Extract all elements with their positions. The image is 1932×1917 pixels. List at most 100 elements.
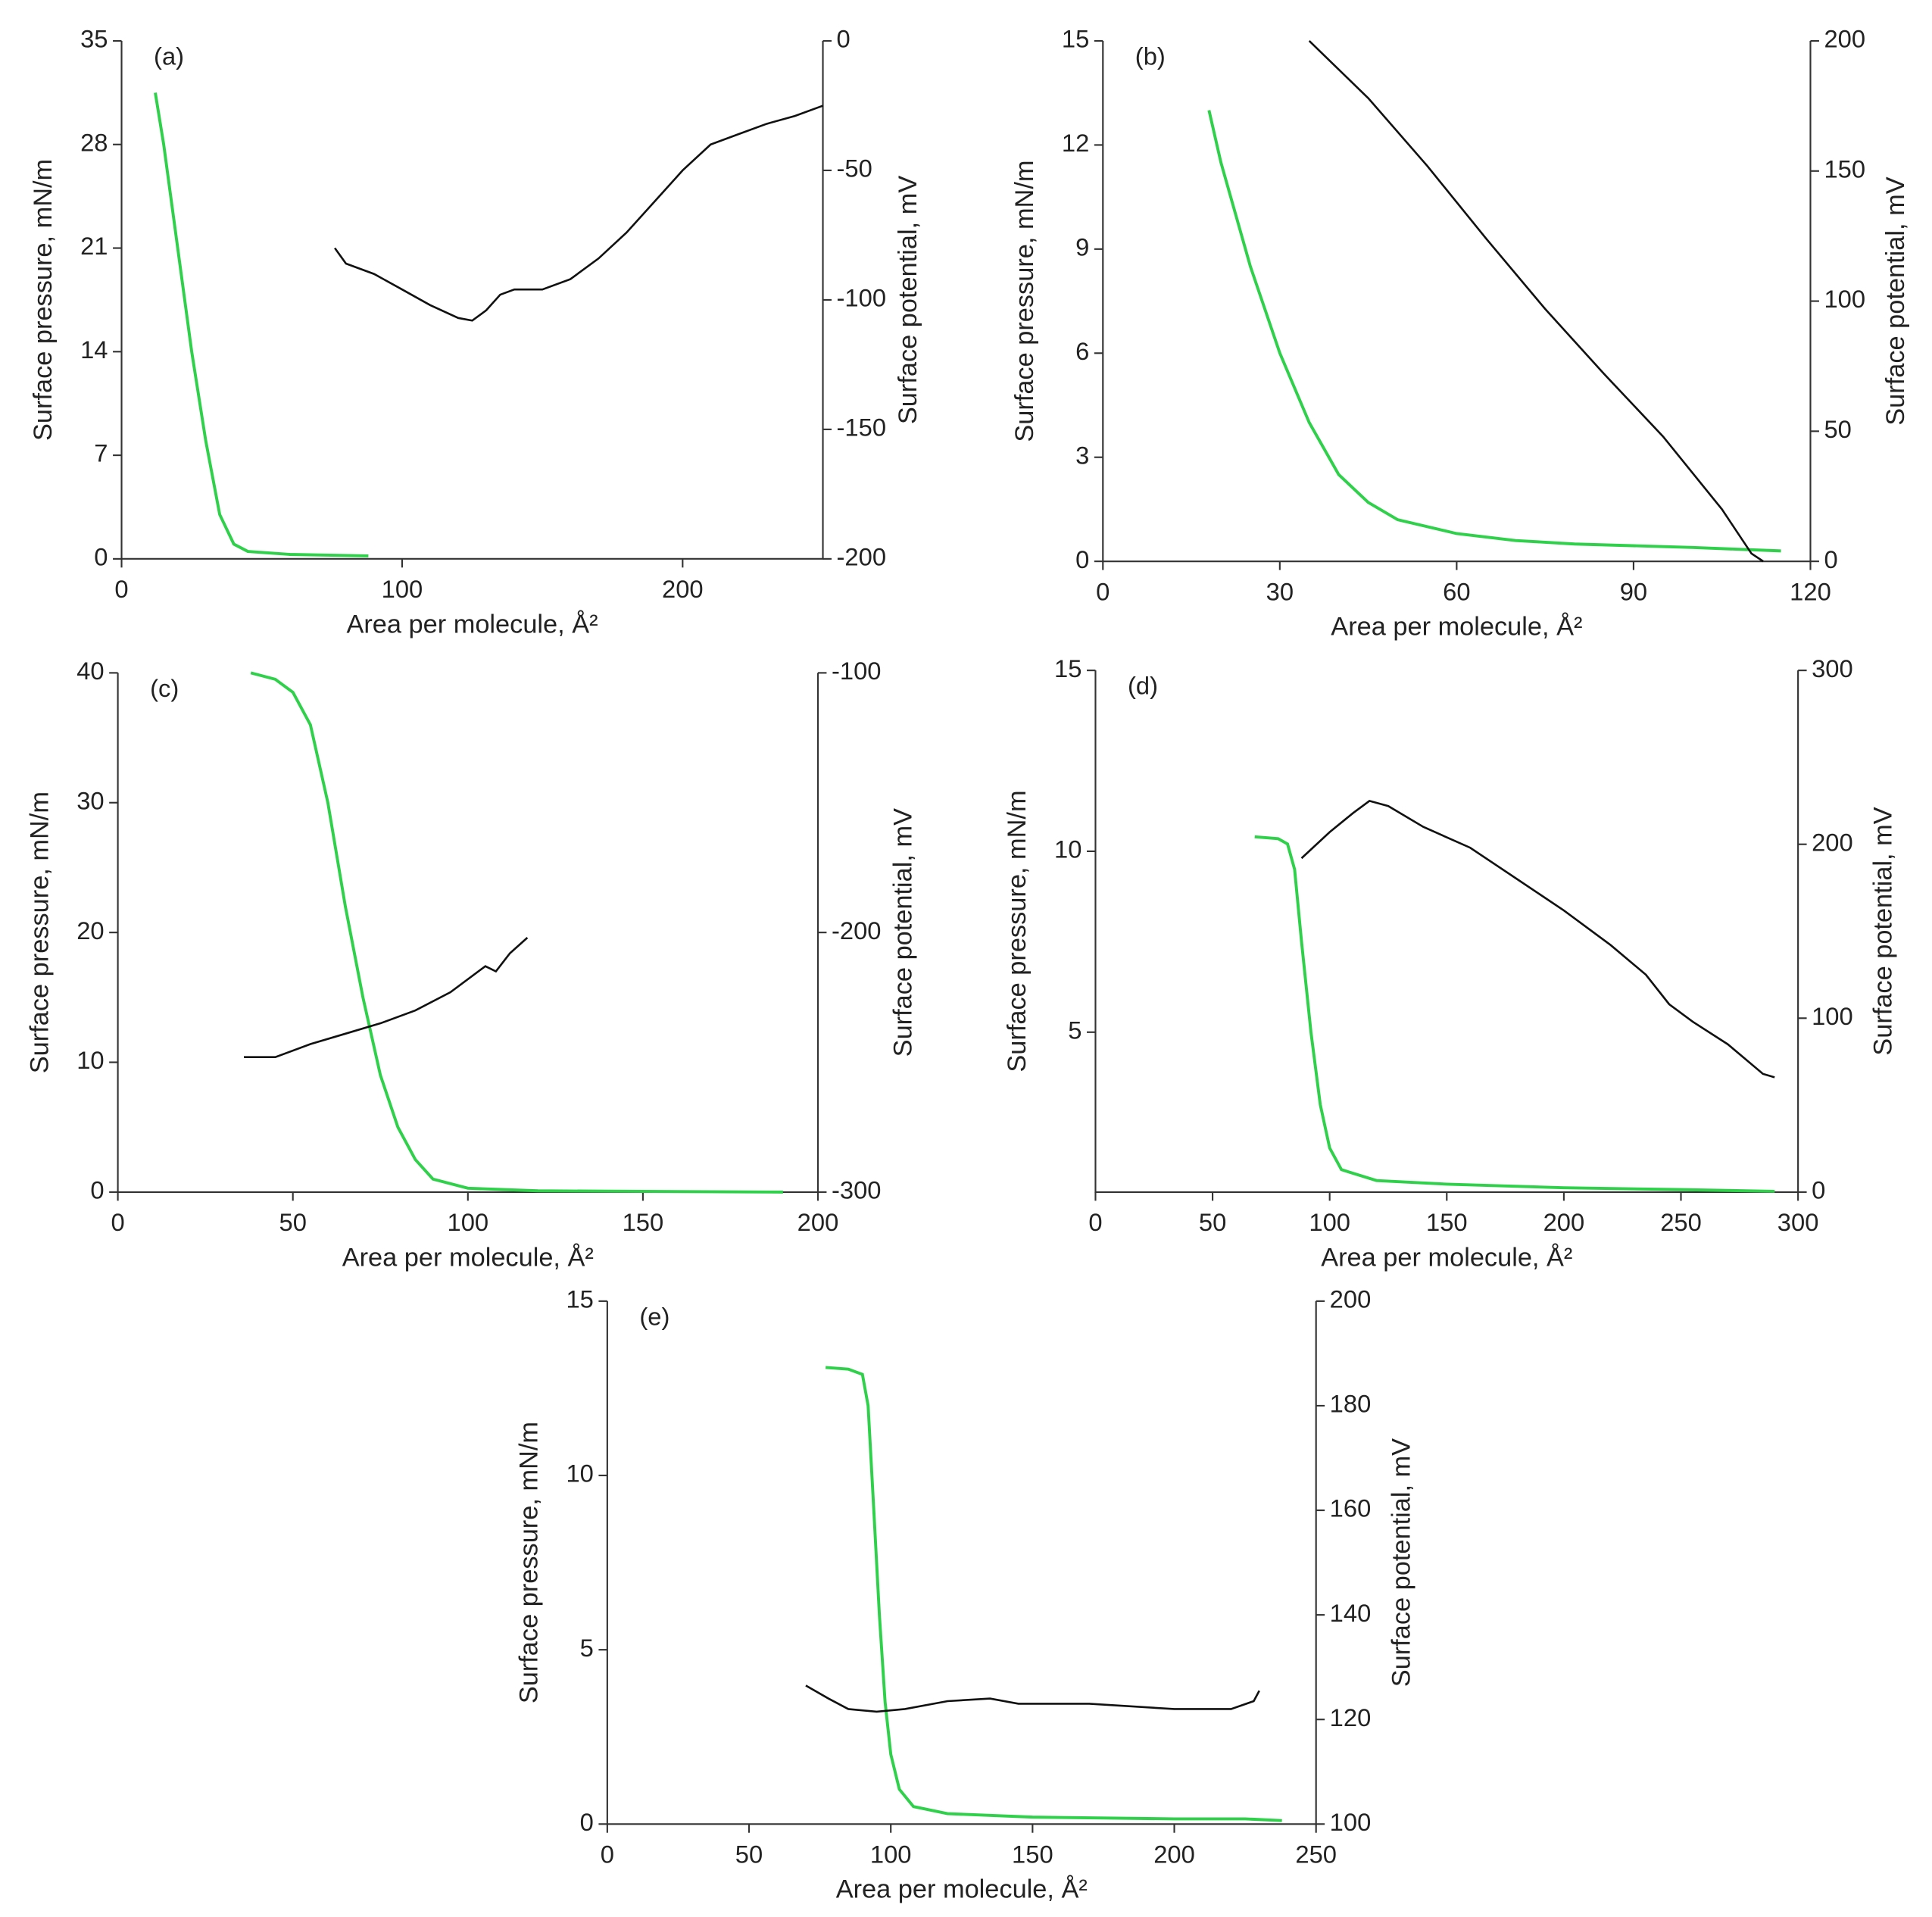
chart-panel: 0 100 200 0 7 14 21 28 35 -200 -150 -100 -50 0 (a) Area…: [29, 25, 922, 639]
panel-label: (e): [639, 1302, 669, 1330]
y-axis-label: Surface pressure, mN/m: [1003, 790, 1032, 1072]
x-axis-label: Area per molecule, Å²: [342, 1242, 594, 1272]
y-tick-label: 10: [76, 1046, 104, 1074]
y2-tick-label: 100: [1330, 1808, 1372, 1836]
data-line: [1300, 799, 1775, 1079]
x-tick-label: 200: [1543, 1208, 1585, 1236]
x-tick-label: 0: [1096, 577, 1110, 605]
y-tick-label: 0: [94, 543, 108, 571]
x-tick-label: 120: [1790, 577, 1831, 605]
axis-line: [117, 673, 819, 1193]
y-axis-label: Surface pressure, mN/m: [1010, 160, 1039, 442]
data-line: [805, 1684, 1260, 1713]
y2-axis-label: Surface potential, mV: [1387, 1438, 1415, 1687]
data-line: [154, 92, 369, 557]
x-axis-label: Area per molecule, Å²: [1331, 612, 1582, 642]
y2-tick-label: 50: [1824, 415, 1851, 443]
chart-panel: 0 50 100 150 200 250 0 5 10 15 100 120 140 160 180 200 (…: [514, 1285, 1415, 1904]
y2-tick-label: 100: [1824, 285, 1865, 313]
y-tick-label: 0: [580, 1808, 594, 1836]
panel-label: (b): [1135, 42, 1166, 70]
y-tick-label: 0: [90, 1176, 104, 1204]
x-tick-label: 100: [1309, 1208, 1350, 1236]
y-tick-label: 3: [1075, 441, 1089, 469]
y2-tick-label: -100: [832, 657, 882, 685]
y-axis-label: Surface pressure, mN/m: [25, 791, 54, 1073]
y2-tick-label: 180: [1330, 1390, 1372, 1418]
data-line: [825, 1366, 1282, 1822]
y-tick-label: 6: [1075, 337, 1089, 365]
x-tick-label: 50: [279, 1208, 307, 1236]
y2-tick-label: 100: [1812, 1002, 1853, 1030]
y-tick-label: 0: [1075, 545, 1089, 573]
y2-tick-label: -50: [837, 155, 872, 183]
x-tick-label: 30: [1266, 577, 1294, 605]
x-tick-label: 200: [662, 575, 704, 603]
y2-axis-label: Surface potential, mV: [1881, 176, 1910, 425]
y2-tick-label: 150: [1824, 155, 1865, 183]
y-tick-label: 14: [80, 336, 108, 364]
panel-label: (a): [154, 42, 184, 70]
y-tick-label: 20: [76, 916, 104, 944]
x-tick-label: 250: [1295, 1840, 1337, 1868]
y-tick-label: 15: [566, 1285, 593, 1313]
data-line: [1207, 110, 1781, 553]
y2-tick-label: 0: [1824, 545, 1837, 573]
y-tick-label: 21: [80, 232, 108, 260]
x-axis-label: Area per molecule, Å²: [346, 609, 598, 638]
y2-tick-label: 160: [1330, 1494, 1372, 1522]
data-line: [243, 937, 529, 1059]
y2-tick-label: 0: [1812, 1176, 1825, 1204]
y2-axis-label: Surface potential, mV: [889, 808, 918, 1057]
x-tick-label: 50: [735, 1840, 763, 1868]
data-line: [250, 671, 783, 1194]
chart-panel: 0 50 100 150 200 250 300510150100200300(d)Area…: [1003, 654, 1898, 1272]
x-tick-label: 50: [1199, 1208, 1226, 1236]
y2-tick-label: 300: [1812, 654, 1853, 682]
x-tick-label: 0: [601, 1840, 614, 1868]
y-tick-label: 40: [76, 657, 104, 685]
y-tick-label: 5: [1068, 1016, 1081, 1044]
y-axis-label: Surface pressure, mN/m: [29, 159, 58, 441]
panel-label: (d): [1128, 672, 1158, 700]
x-tick-label: 0: [1088, 1208, 1102, 1236]
y-axis-label: Surface pressure, mN/m: [514, 1422, 543, 1703]
x-tick-label: 0: [111, 1208, 125, 1236]
y-tick-label: 5: [580, 1634, 594, 1662]
y-tick-label: 30: [76, 786, 104, 814]
y-tick-label: 15: [1062, 25, 1089, 53]
y2-axis-label: Surface potential, mV: [1869, 807, 1898, 1055]
y2-tick-label: -200: [837, 543, 887, 571]
x-tick-label: 150: [1012, 1840, 1053, 1868]
y-tick-label: 12: [1062, 129, 1089, 157]
y-tick-label: 10: [566, 1460, 593, 1488]
x-axis-label: Area per molecule, Å²: [1321, 1242, 1572, 1272]
y2-tick-label: 0: [837, 25, 851, 53]
x-tick-label: 150: [1426, 1208, 1468, 1236]
x-tick-label: 100: [448, 1208, 489, 1236]
panel-label: (c): [150, 674, 179, 702]
y-tick-label: 28: [80, 128, 108, 156]
y-tick-label: 10: [1054, 835, 1081, 863]
axis-line: [1094, 670, 1799, 1193]
y-tick-label: 9: [1075, 233, 1089, 261]
axis-line: [120, 40, 824, 560]
y2-tick-label: 200: [1330, 1285, 1372, 1313]
y2-tick-label: 140: [1330, 1599, 1372, 1627]
axis-line: [1102, 40, 1812, 563]
y2-tick-label: 200: [1812, 828, 1853, 856]
data-line: [1254, 835, 1775, 1193]
x-tick-label: 150: [623, 1208, 664, 1236]
x-tick-label: 90: [1620, 577, 1647, 605]
x-tick-label: 100: [382, 575, 423, 603]
y2-tick-label: 120: [1330, 1703, 1372, 1731]
x-tick-label: 250: [1660, 1208, 1702, 1236]
x-tick-label: 0: [114, 575, 128, 603]
chart-panel: 0 50 100 150 200 0 10 20 30 40 -300 -200 -100 (c) Area…: [25, 657, 917, 1272]
x-tick-label: 60: [1443, 577, 1470, 605]
y-tick-label: 15: [1054, 654, 1081, 682]
y2-axis-label: Surface potential, mV: [894, 176, 922, 424]
axis-line: [606, 1300, 1317, 1825]
